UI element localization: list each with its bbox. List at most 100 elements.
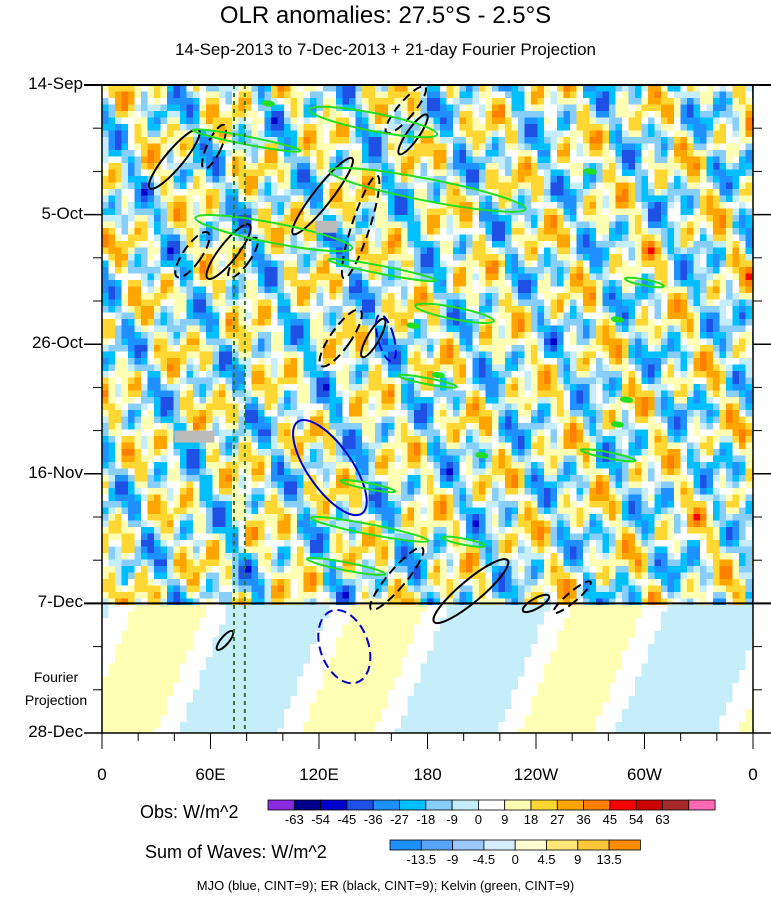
heat-cell — [472, 215, 480, 222]
heat-cell — [453, 189, 460, 196]
heat-cell — [635, 254, 642, 261]
heat-cell — [622, 241, 629, 248]
heat-cell — [440, 195, 447, 203]
heat-cell — [206, 104, 213, 112]
heat-cell — [115, 384, 122, 391]
heat-cell — [524, 254, 532, 261]
heat-cell — [407, 364, 415, 372]
heat-cell — [251, 91, 259, 99]
heat-cell — [680, 280, 688, 287]
heat-cell — [485, 293, 493, 300]
heat-cell — [511, 358, 519, 365]
heat-cell — [316, 156, 324, 164]
heat-cell — [121, 111, 129, 118]
heat-cell — [134, 215, 142, 222]
heat-cell — [661, 377, 668, 385]
heat-cell — [381, 293, 389, 300]
heat-cell — [388, 124, 395, 131]
heat-cell — [251, 397, 259, 404]
heat-cell — [583, 137, 590, 144]
heat-cell — [615, 111, 623, 118]
heat-cell — [407, 130, 415, 138]
heat-cell — [596, 332, 603, 339]
heat-cell — [505, 221, 512, 229]
heat-cell — [674, 169, 681, 177]
heat-cell — [102, 169, 109, 177]
heat-cell — [160, 137, 168, 144]
heat-cell — [492, 332, 499, 339]
heat-cell — [641, 124, 649, 131]
heat-cell — [680, 260, 688, 268]
heat-cell — [362, 306, 369, 313]
heat-cell — [427, 150, 434, 157]
heat-cell — [472, 260, 480, 268]
heat-cell — [186, 390, 194, 398]
heat-cell — [297, 202, 304, 209]
heat-cell — [570, 299, 577, 307]
heat-cell — [258, 299, 265, 307]
heat-cell — [310, 182, 317, 190]
heat-cell — [388, 273, 395, 281]
heat-cell — [687, 312, 694, 320]
heat-cell — [680, 228, 688, 235]
heat-cell — [167, 306, 174, 313]
heat-cell — [115, 221, 122, 229]
heat-cell — [232, 260, 239, 268]
heat-cell — [648, 85, 655, 92]
heat-cell — [420, 371, 428, 378]
heat-cell — [297, 104, 304, 112]
heat-cell — [563, 195, 571, 203]
heat-cell — [368, 254, 376, 261]
heat-cell — [401, 293, 408, 300]
heat-cell — [251, 202, 259, 209]
heat-cell — [719, 345, 727, 352]
heat-cell — [732, 169, 740, 177]
heat-cell — [147, 286, 155, 294]
heat-cell — [199, 137, 207, 144]
heat-cell — [271, 117, 278, 125]
heat-cell — [518, 150, 525, 157]
heat-cell — [173, 371, 181, 378]
heat-cell — [700, 182, 707, 190]
heat-cell — [557, 397, 564, 404]
heat-cell — [232, 371, 239, 378]
heat-cell — [498, 143, 506, 151]
heat-cell — [518, 215, 525, 222]
heat-cell — [706, 111, 714, 118]
heat-cell — [505, 189, 512, 196]
heat-cell — [212, 98, 220, 105]
heat-cell — [115, 150, 122, 157]
heat-cell — [394, 143, 402, 151]
heat-cell — [492, 111, 499, 118]
heat-cell — [674, 293, 681, 300]
heat-cell — [492, 228, 499, 235]
heat-cell — [433, 351, 441, 359]
heat-cell — [225, 176, 233, 183]
heat-cell — [427, 156, 434, 164]
heat-cell — [563, 163, 571, 170]
heat-cell — [472, 384, 480, 391]
heat-cell — [258, 215, 265, 222]
heat-cell — [368, 85, 376, 92]
heat-cell — [466, 371, 473, 378]
heat-cell — [635, 228, 642, 235]
heat-cell — [479, 247, 486, 255]
heat-cell — [154, 124, 161, 131]
heat-cell — [375, 208, 382, 216]
heat-cell — [368, 234, 376, 242]
heat-cell — [121, 241, 129, 248]
heat-cell — [134, 195, 142, 203]
heat-cell — [167, 358, 174, 365]
heat-cell — [459, 267, 467, 274]
heat-cell — [654, 117, 662, 125]
heat-cell — [446, 150, 454, 157]
heat-cell — [511, 156, 519, 164]
heat-cell — [225, 182, 233, 190]
heat-cell — [147, 325, 155, 333]
heat-cell — [407, 312, 415, 320]
heat-cell — [739, 228, 746, 235]
heat-cell — [329, 202, 337, 209]
heat-cell — [492, 325, 499, 333]
heat-cell — [225, 143, 233, 151]
heat-cell — [336, 195, 343, 203]
